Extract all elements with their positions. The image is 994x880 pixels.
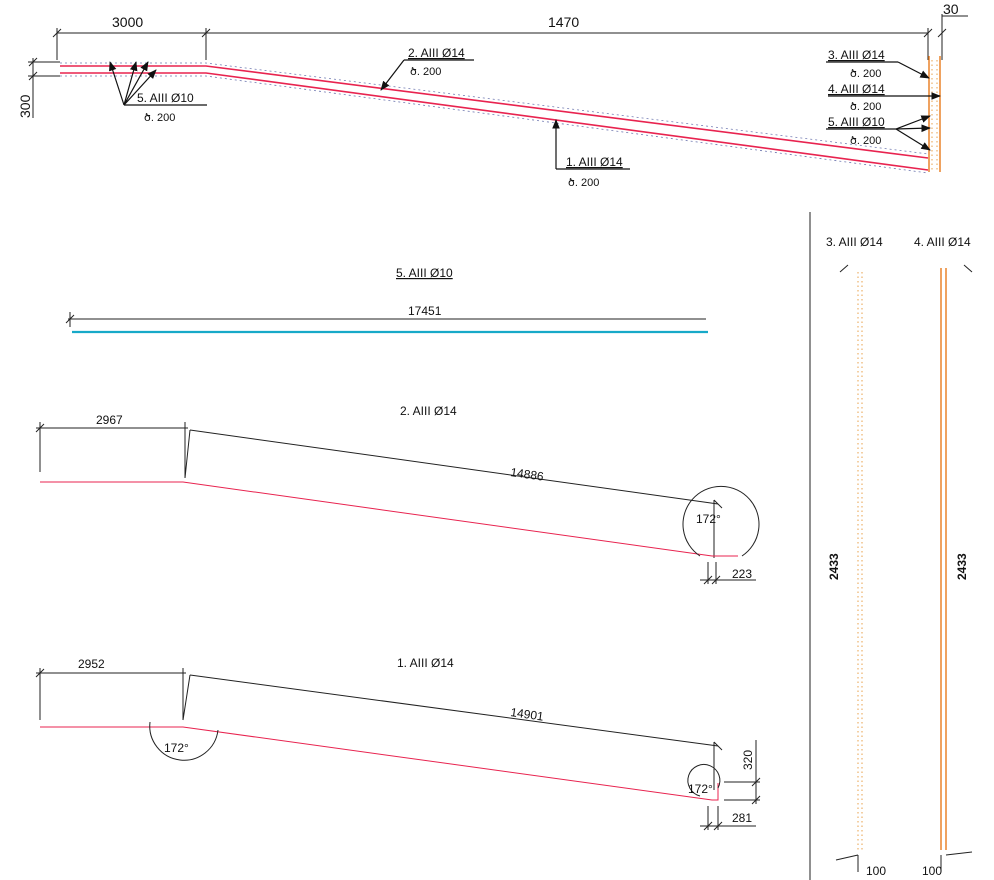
dim-300: 300 (17, 94, 33, 118)
slab-section (60, 56, 941, 174)
bar5-title: 5. AIII Ø10 (396, 266, 453, 280)
bar3-tick (839, 264, 849, 273)
bar5-detail: 5. AIII Ø10 17451 (65, 266, 708, 334)
callout-1-spacing: ծ. 200 (568, 177, 599, 189)
bar1-tail-dim (700, 806, 756, 831)
bar1-angle-1: 172° (164, 741, 189, 755)
callout-bar3 (826, 61, 930, 79)
callout-5-mark: 5. AIII Ø10 (137, 91, 194, 105)
bar1-angle-arc-2 (687, 763, 721, 797)
bar4-title: 4. AIII Ø14 (914, 235, 971, 249)
bar3-title: 3. AIII Ø14 (826, 235, 883, 249)
callout-bar2 (380, 59, 474, 91)
bar4-tick (963, 264, 973, 273)
bar1-hook-dim (724, 740, 761, 805)
callout-2-mark: 2. AIII Ø14 (408, 46, 465, 60)
callout-3-mark: 3. AIII Ø14 (828, 48, 885, 62)
callout-5-spacing: ծ. 200 (144, 112, 175, 124)
callout-1-mark: 1. AIII Ø14 (566, 155, 623, 169)
bar1-hook: 320 (741, 750, 755, 770)
callout-5r-mark: 5. AIII Ø10 (828, 115, 885, 129)
bar2-title: 2. AIII Ø14 (400, 404, 457, 418)
height-dimension (28, 57, 60, 118)
bar4-detail: 4. AIII Ø14 2433 100 (914, 235, 973, 878)
callout-5r-spacing: ծ. 200 (850, 135, 881, 147)
bar2-tail: 223 (732, 567, 752, 581)
callout-bar5-left (109, 61, 207, 106)
bar2-seg1: 2967 (96, 413, 123, 427)
bar1-title: 1. AIII Ø14 (397, 656, 454, 670)
callout-2-spacing: ծ. 200 (410, 66, 441, 78)
bar1-angle-arc-1 (149, 721, 219, 761)
bar4-length: 2433 (955, 553, 969, 580)
callout-bar1 (552, 119, 630, 170)
bar2-shape (40, 481, 738, 557)
bar1-tail: 281 (732, 811, 752, 825)
dim-3000: 3000 (112, 14, 143, 30)
callout-bar5-right (826, 115, 931, 151)
dim-30: 30 (943, 1, 959, 17)
bar1-seg2: 14901 (510, 705, 545, 724)
bar1-detail: 1. AIII Ø14 2952 14901 172° 172° 320 (35, 656, 761, 831)
bar1-shape (40, 726, 719, 801)
bar1-dimensions (35, 668, 723, 790)
bar2-angle: 172° (696, 512, 721, 526)
top-dimension-line (52, 14, 968, 60)
bar5-length: 17451 (408, 304, 442, 318)
bar2-seg2: 14886 (510, 465, 545, 484)
bar1-seg1: 2952 (78, 657, 105, 671)
bar1-angle-2: 172° (688, 782, 713, 796)
bar4-end-line (945, 851, 973, 856)
bar2-angle-arc (682, 485, 760, 557)
bar4-end: 100 (922, 864, 942, 878)
bar2-detail: 2. AIII Ø14 2967 14886 172° 223 (35, 404, 760, 585)
callout-4-spacing: ծ. 200 (850, 101, 881, 113)
bar3-length: 2433 (827, 553, 841, 580)
callout-4-mark: 4. AIII Ø14 (828, 82, 885, 96)
bar3-end: 100 (866, 864, 886, 878)
bar3-end-line (835, 854, 859, 861)
bar2-tail-dim (700, 562, 756, 585)
top-view: 3000 1470 30 300 (17, 1, 968, 189)
bar2-dimensions (35, 422, 723, 558)
bar3-detail: 3. AIII Ø14 2433 100 (826, 235, 886, 878)
dim-1470: 1470 (548, 14, 579, 30)
callout-3-spacing: ծ. 200 (850, 68, 881, 80)
